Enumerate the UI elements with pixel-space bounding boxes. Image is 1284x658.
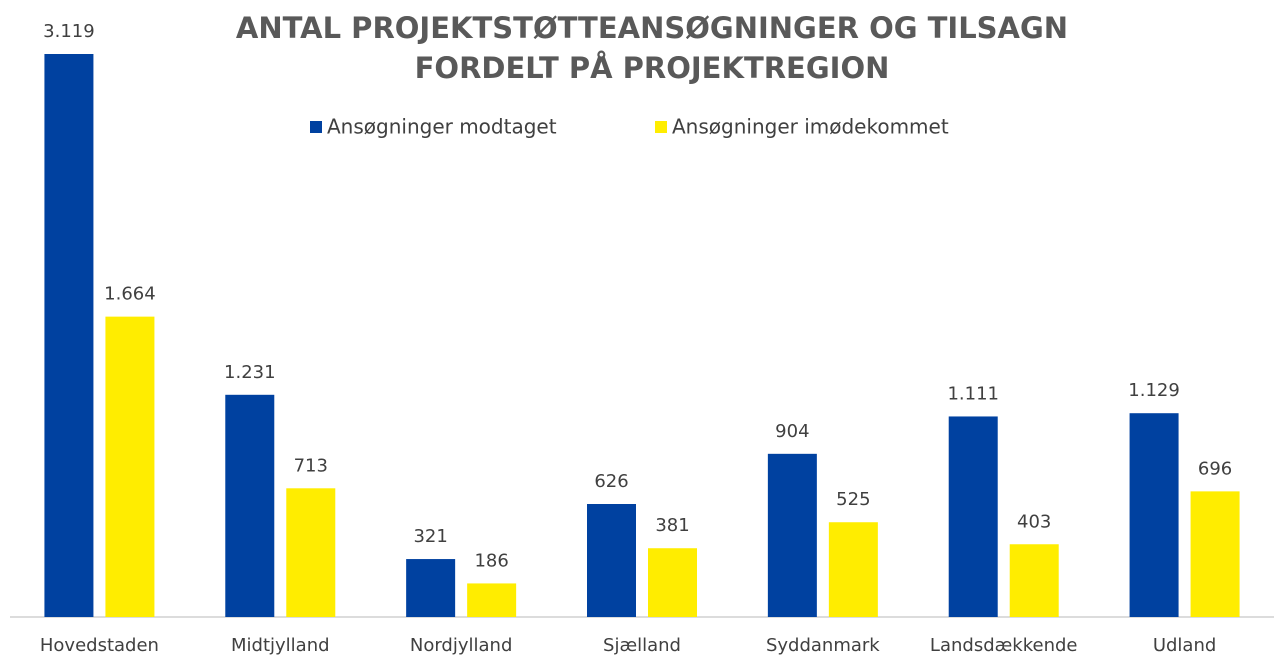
bar xyxy=(767,453,817,617)
data-label: 3.119 xyxy=(43,21,95,42)
bar xyxy=(406,559,456,617)
bar xyxy=(44,54,94,617)
legend-label: Ansøgninger imødekommet xyxy=(672,115,949,139)
x-tick-label: Nordjylland xyxy=(410,635,513,656)
bar xyxy=(948,416,998,617)
data-label: 321 xyxy=(413,526,447,547)
x-tick-label: Syddanmark xyxy=(766,635,880,656)
x-tick-label: Hovedstaden xyxy=(40,635,159,656)
data-label: 1.664 xyxy=(104,284,156,305)
chart-title: FORDELT PÅ PROJEKTREGION xyxy=(415,51,890,85)
data-label: 1.231 xyxy=(224,362,276,383)
bar xyxy=(828,522,878,617)
legend-swatch xyxy=(310,121,322,133)
x-tick-label: Landsdækkende xyxy=(930,635,1078,656)
bar xyxy=(105,316,155,617)
x-tick-label: Midtjylland xyxy=(231,635,330,656)
x-tick-label: Sjælland xyxy=(603,635,681,656)
legend-swatch xyxy=(655,121,667,133)
data-label: 186 xyxy=(474,550,508,571)
chart-title: ANTAL PROJEKTSTØTTEANSØGNINGER OG TILSAG… xyxy=(236,11,1068,45)
legend-label: Ansøgninger modtaget xyxy=(327,115,557,139)
x-tick-label: Udland xyxy=(1153,635,1216,656)
bar xyxy=(1190,491,1240,617)
data-label: 713 xyxy=(294,455,328,476)
bar xyxy=(587,504,636,617)
data-label: 904 xyxy=(775,421,809,442)
data-label: 1.111 xyxy=(947,383,999,404)
bar xyxy=(648,548,697,617)
bar xyxy=(286,488,336,617)
data-label: 525 xyxy=(836,489,870,510)
bar xyxy=(1009,544,1059,617)
data-label: 403 xyxy=(1017,511,1051,532)
bar xyxy=(225,394,275,617)
data-label: 1.129 xyxy=(1128,380,1180,401)
data-label: 381 xyxy=(655,515,689,536)
data-label: 626 xyxy=(594,471,628,492)
bar xyxy=(1129,413,1179,617)
data-label: 696 xyxy=(1198,458,1232,479)
bar xyxy=(467,583,517,617)
